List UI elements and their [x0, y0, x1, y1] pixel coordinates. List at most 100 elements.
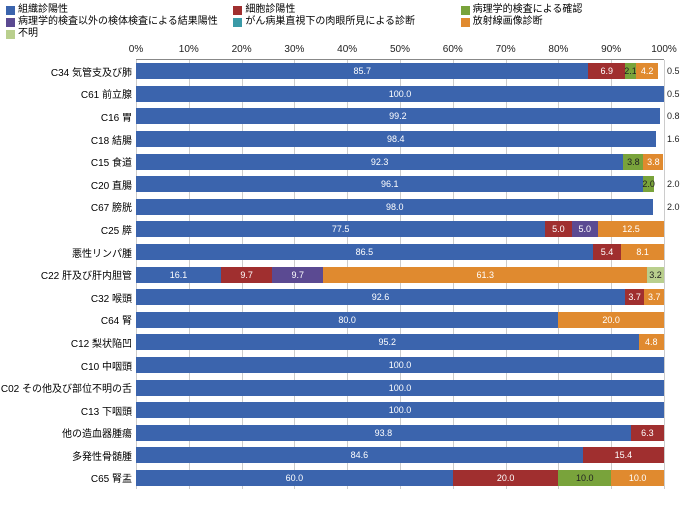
category-label: C67 膀胱: [6, 196, 136, 219]
bar-segment: 3.2: [647, 267, 664, 283]
category-label: C16 胃: [6, 105, 136, 128]
legend-item: 病理学的検査による確認: [461, 4, 684, 16]
segment-value: 98.0: [386, 202, 404, 212]
x-tick: 0%: [129, 44, 143, 55]
legend-label: 組織診陽性: [18, 4, 68, 16]
bar-row: 100.0: [136, 399, 664, 422]
segment-value: 93.8: [375, 428, 393, 438]
stacked-bar: 77.55.05.012.5: [136, 221, 664, 237]
bar-row: 60.020.010.010.0: [136, 467, 664, 490]
legend: 組織診陽性 細胞診陽性 病理学的検査による確認病理学的検査以外の検体検査による結果陽…: [6, 4, 688, 40]
bar-segment: 5.4: [593, 244, 622, 260]
bar-row: 85.76.92.14.20.5: [136, 60, 664, 83]
segment-value: 9.7: [292, 270, 305, 280]
bar-segment: 86.5: [136, 244, 593, 260]
category-label: C18 結腸: [6, 128, 136, 151]
bar-segment: 96.1: [136, 176, 643, 192]
category-label: C34 気管支及び肺: [6, 60, 136, 83]
category-label: 多発性骨髄腫: [6, 444, 136, 467]
outside-value: 2.0: [667, 179, 680, 189]
category-label: C22 肝及び肝内胆管: [6, 263, 136, 286]
segment-value: 6.9: [600, 66, 613, 76]
x-axis: 0%10%20%30%40%50%60%70%80%90%100%: [136, 44, 664, 60]
bar-segment: 16.1: [136, 267, 221, 283]
bar-row: 100.0: [136, 354, 664, 377]
segment-value: 15.4: [615, 450, 633, 460]
legend-label: 病理学的検査による確認: [473, 4, 583, 16]
stacked-bar: 86.5 5.4 8.1: [136, 244, 664, 260]
legend-label: 病理学的検査以外の検体検査による結果陽性: [18, 16, 218, 28]
legend-swatch: [233, 6, 242, 15]
bar-segment: 84.6: [136, 447, 583, 463]
bar-row: 86.5 5.4 8.1: [136, 241, 664, 264]
bar-segment: 95.2: [136, 334, 639, 350]
category-label: C65 腎盂: [6, 467, 136, 490]
stacked-bar: 85.76.92.14.20.5: [136, 63, 664, 79]
category-label: C64 腎: [6, 309, 136, 332]
segment-value: 86.5: [356, 247, 374, 257]
plot: 0%10%20%30%40%50%60%70%80%90%100% 85.76.…: [136, 44, 664, 489]
x-tick: 20%: [232, 44, 252, 55]
stacked-bar: 16.19.79.761.33.2: [136, 267, 664, 283]
stacked-bar: 93.8 6.3: [136, 425, 664, 441]
stacked-bar: 60.020.010.010.0: [136, 470, 664, 486]
legend-item: 病理学的検査以外の検体検査による結果陽性: [6, 16, 229, 28]
x-tick: 100%: [651, 44, 677, 55]
outside-value: 0.5: [667, 66, 680, 76]
segment-value: 20.0: [602, 315, 620, 325]
legend-swatch: [233, 18, 242, 27]
bar-segment: 2.1: [625, 63, 636, 79]
stacked-bar: 92.3 3.8 3.8: [136, 154, 664, 170]
bar-segment: 5.0: [545, 221, 571, 237]
stacked-bar: 96.12.02.0: [136, 176, 664, 192]
category-label: C12 梨状陥凹: [6, 331, 136, 354]
segment-value: 4.8: [645, 337, 658, 347]
segment-value: 92.3: [371, 157, 389, 167]
bar-segment: 100.0: [136, 402, 664, 418]
bar-segment: 4.8: [639, 334, 664, 350]
x-tick: 50%: [390, 44, 410, 55]
bar-row: 93.8 6.3: [136, 422, 664, 445]
plot-area: C34 気管支及び肺C61 前立腺C16 胃C18 結腸C15 食道C20 直腸…: [6, 44, 688, 489]
category-label: C25 膵: [6, 218, 136, 241]
segment-value: 3.8: [647, 157, 660, 167]
bar-segment: 98.4: [136, 131, 656, 147]
segment-value: 8.1: [636, 247, 649, 257]
category-label: 他の造血器腫瘍: [6, 422, 136, 445]
segment-value: 5.0: [579, 224, 592, 234]
x-tick: 70%: [496, 44, 516, 55]
bar-segment: 60.0: [136, 470, 453, 486]
legend-item: 細胞診陽性: [233, 4, 456, 16]
segment-value: 84.6: [351, 450, 369, 460]
segment-value: 10.0: [629, 473, 647, 483]
bar-segment: 80.0: [136, 312, 558, 328]
stacked-bar-chart: 組織診陽性 細胞診陽性 病理学的検査による確認病理学的検査以外の検体検査による結果陽…: [0, 0, 694, 509]
stacked-bar: 92.63.73.7: [136, 289, 664, 305]
bar-segment: 9.7: [272, 267, 323, 283]
bar-segment: 9.7: [221, 267, 272, 283]
bar-segment: 3.7: [625, 289, 645, 305]
bar-segment: 100.0: [136, 357, 664, 373]
segment-value: 61.3: [476, 270, 494, 280]
segment-value: 3.2: [649, 270, 662, 280]
bar-segment: 100.0: [136, 86, 664, 102]
x-tick: 90%: [601, 44, 621, 55]
legend-item: 組織診陽性: [6, 4, 229, 16]
bar-segment: 2.0: [643, 176, 654, 192]
bar-row: 92.3 3.8 3.8: [136, 150, 664, 173]
legend-swatch: [461, 18, 470, 27]
bar-row: 96.12.02.0: [136, 173, 664, 196]
category-label: C32 喉頭: [6, 286, 136, 309]
bar-segment: 6.3: [631, 425, 664, 441]
legend-swatch: [6, 30, 15, 39]
bar-segment: 3.8: [623, 154, 643, 170]
segment-value: 92.6: [372, 292, 390, 302]
segment-value: 80.0: [338, 315, 356, 325]
legend-swatch: [6, 6, 15, 15]
x-tick: 60%: [443, 44, 463, 55]
bar-segment: 61.3: [323, 267, 647, 283]
segment-value: 100.0: [389, 405, 412, 415]
segment-value: 98.4: [387, 134, 405, 144]
segment-value: 10.0: [576, 473, 594, 483]
bar-segment: 10.0: [558, 470, 611, 486]
